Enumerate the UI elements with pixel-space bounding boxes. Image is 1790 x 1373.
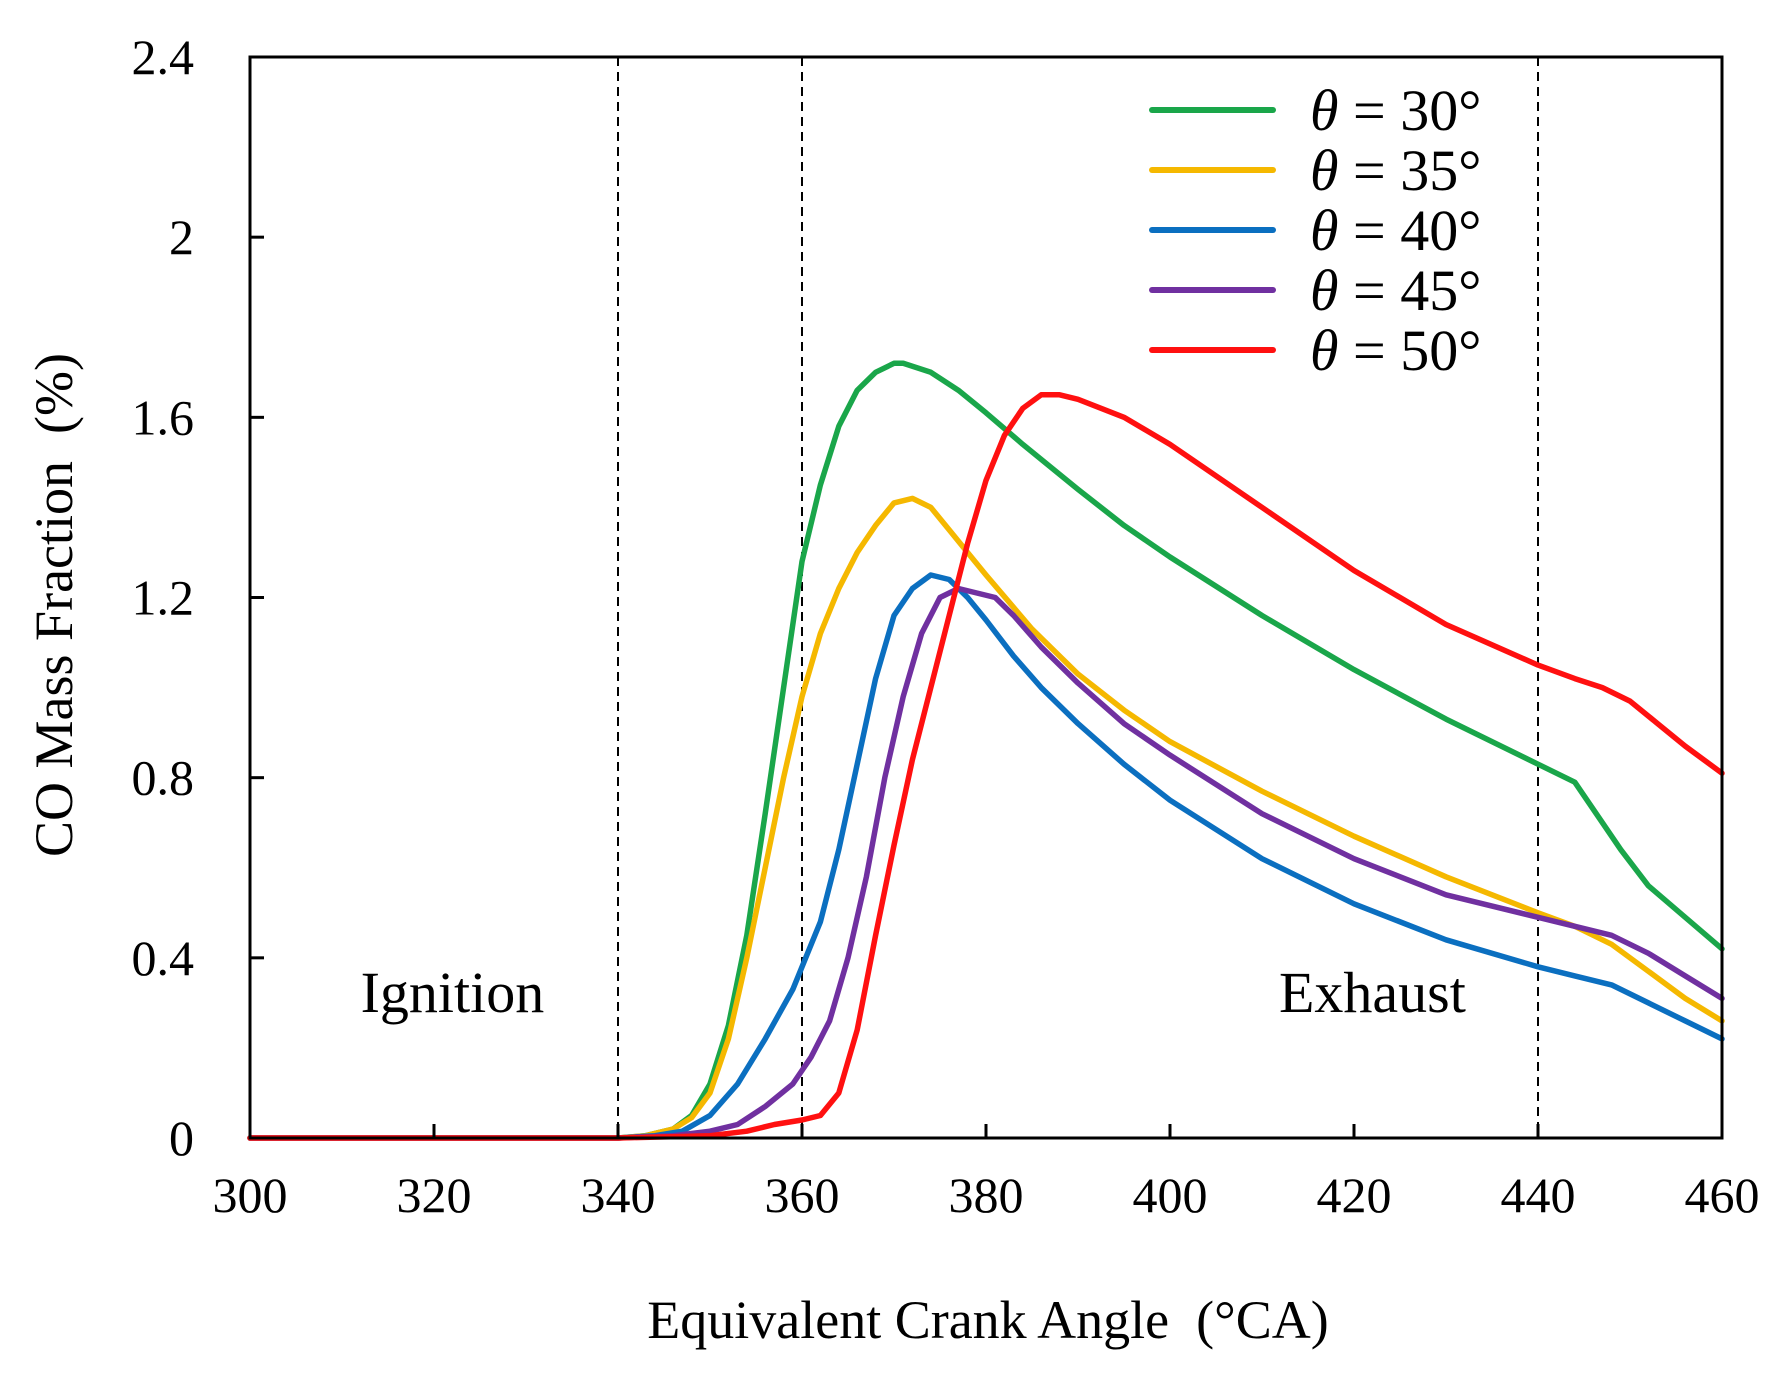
axis-ticks: [248, 55, 1724, 1140]
x-tick-label: 420: [1317, 1167, 1392, 1223]
series-line-1: [247, 360, 1725, 1141]
legend-label-5: θ = 50°: [1310, 318, 1481, 383]
legend-theta-symbol: θ: [1310, 78, 1353, 143]
y-tick-label: 0.4: [132, 930, 195, 986]
axis-tick-labels: 300 320 340 360 380 400 420 440 460 0 0.4 0.8 1.2 1.6…: [132, 29, 1760, 1223]
y-tick-label: 2.4: [132, 29, 195, 85]
x-tick-label: 340: [581, 1167, 656, 1223]
y-tick-label: 2: [169, 209, 194, 265]
series-lines: [247, 360, 1725, 1141]
y-axis-title: CO Mass Fraction (%): [24, 353, 84, 857]
legend-value: = 35°: [1353, 138, 1481, 203]
x-tick-label: 400: [1133, 1167, 1208, 1223]
legend-label-2: θ = 35°: [1310, 138, 1481, 203]
legend-value: = 50°: [1353, 318, 1481, 383]
y-tick-label: 1.6: [132, 389, 195, 445]
series-line-3: [247, 572, 1725, 1141]
x-axis-title: Equivalent Crank Angle (°CA): [647, 1290, 1328, 1350]
x-tick-label: 300: [213, 1167, 288, 1223]
legend-theta-symbol: θ: [1310, 138, 1353, 203]
x-tick-label: 460: [1685, 1167, 1760, 1223]
legend-theta-symbol: θ: [1310, 258, 1353, 323]
series-line-4: [247, 585, 1725, 1141]
reference-lines: [617, 57, 1539, 1138]
legend-value: = 30°: [1353, 78, 1481, 143]
legend-label-3: θ = 40°: [1310, 198, 1481, 263]
legend-label-1: θ = 30°: [1310, 78, 1481, 143]
x-tick-label: 380: [949, 1167, 1024, 1223]
x-tick-label: 360: [765, 1167, 840, 1223]
x-tick-label: 320: [397, 1167, 472, 1223]
legend-theta-symbol: θ: [1310, 198, 1353, 263]
y-tick-label: 0: [169, 1110, 194, 1166]
series-line-2: [247, 495, 1725, 1141]
legend-theta-symbol: θ: [1310, 318, 1353, 383]
x-tick-label: 440: [1501, 1167, 1576, 1223]
legend: θ = 30°θ = 35°θ = 40°θ = 45°θ = 50°: [1149, 78, 1481, 383]
legend-value: = 40°: [1353, 198, 1481, 263]
legend-value: = 45°: [1353, 258, 1481, 323]
y-tick-label: 1.2: [132, 570, 195, 626]
series-line-5: [247, 392, 1725, 1141]
legend-label-4: θ = 45°: [1310, 258, 1481, 323]
ignition-annotation: Ignition: [361, 960, 545, 1025]
y-tick-label: 0.8: [132, 750, 195, 806]
exhaust-annotation: Exhaust: [1279, 960, 1466, 1025]
